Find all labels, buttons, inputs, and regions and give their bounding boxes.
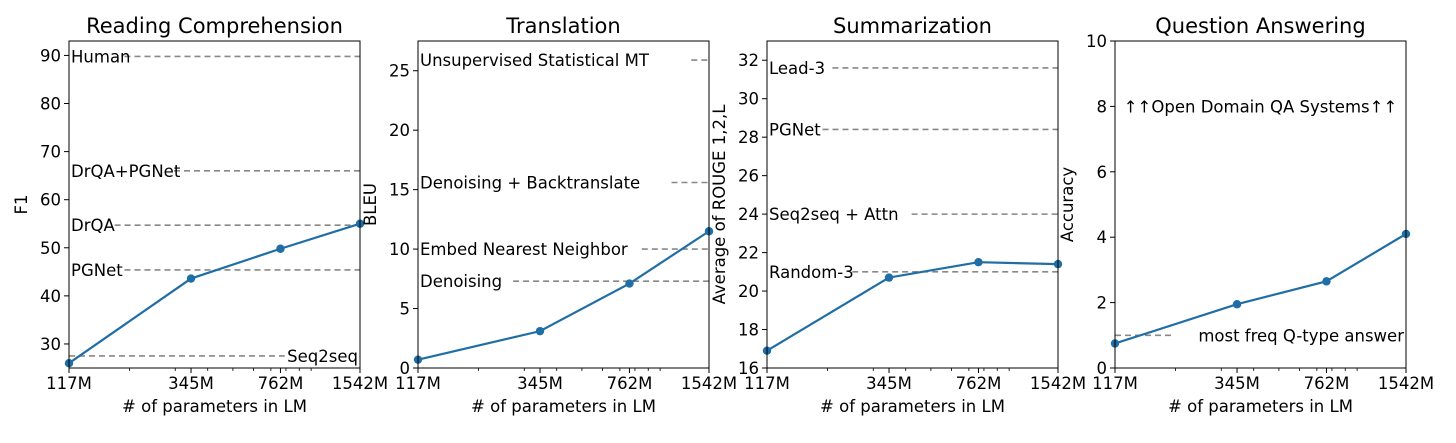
y-tick-label: 32 — [738, 51, 759, 70]
y-tick-label: 4 — [1097, 228, 1108, 247]
baseline-label: most freq Q-type answer — [1198, 326, 1404, 345]
chart-title: Summarization — [833, 14, 992, 38]
baseline-label: Denoising — [420, 272, 502, 291]
y-tick-label: 70 — [40, 143, 61, 162]
plot-frame — [766, 40, 1059, 369]
chart-panel-3: Summarization Lead-3 PGNet Seq2seq + Attn Ra… — [710, 14, 1086, 416]
y-tick-label: 0 — [400, 359, 411, 378]
baseline-label: Denoising + Backtranslate — [420, 174, 640, 193]
x-tick-label: 1542M — [332, 374, 388, 393]
series-line — [68, 222, 361, 365]
x-tick-label: 117M — [46, 374, 92, 393]
baseline-label: Embed Nearest Neighbor — [420, 240, 628, 259]
y-tick-label: 10 — [1086, 32, 1107, 51]
chart-panel-2: Translation Unsupervised Statistical MT De… — [361, 14, 737, 416]
x-tick-label: 117M — [744, 374, 790, 393]
x-tick-label: 1542M — [1378, 374, 1434, 393]
y-tick-label: 8 — [1097, 97, 1108, 116]
x-tick-label: 1542M — [1030, 374, 1086, 393]
x-tick-label: 762M — [1304, 374, 1350, 393]
data-point — [535, 326, 545, 336]
baseline-label: PGNet — [71, 261, 123, 280]
plot-frame — [1114, 40, 1407, 369]
chart-panel-1: Reading Comprehension Human DrQA+PGNet DrQA… — [12, 14, 388, 416]
y-tick-label: 30 — [40, 335, 61, 354]
x-tick-label: 345M — [517, 374, 563, 393]
y-tick-label: 24 — [738, 205, 759, 224]
y-tick-label: 20 — [738, 282, 759, 301]
x-tick-label: 345M — [866, 374, 912, 393]
plot-frame — [417, 40, 710, 369]
x-tick-label: 762M — [956, 374, 1002, 393]
y-tick-label: 90 — [40, 46, 61, 65]
x-axis-label: # of parameters in LM — [471, 397, 656, 416]
y-tick-label: 20 — [389, 121, 410, 140]
baseline-label: PGNet — [769, 120, 821, 139]
x-tick-label: 762M — [607, 374, 653, 393]
y-tick-label: 10 — [389, 240, 410, 259]
baseline-label: DrQA+PGNet — [71, 162, 181, 181]
data-point — [625, 279, 634, 288]
y-tick-label: 25 — [389, 62, 410, 81]
x-tick-label: 345M — [1214, 374, 1260, 393]
plot-frame — [68, 40, 361, 369]
baseline-label: Random-3 — [769, 263, 854, 282]
baseline-label: Lead-3 — [769, 59, 825, 78]
data-point — [884, 273, 894, 282]
chart-panel-4: Question Answering most freq Q-type answe… — [1058, 14, 1434, 416]
y-tick-label: 18 — [738, 321, 759, 340]
y-tick-label: 0 — [1097, 359, 1108, 378]
x-tick-label: 345M — [168, 374, 214, 393]
series-line — [417, 230, 710, 361]
y-tick-label: 40 — [40, 287, 61, 306]
series-line — [1114, 232, 1407, 345]
baseline-label: Unsupervised Statistical MT — [420, 51, 650, 70]
data-point — [186, 274, 196, 283]
x-tick-label: 117M — [395, 374, 441, 393]
baseline-label: Seq2seq — [287, 347, 358, 366]
x-tick-label: 117M — [1092, 374, 1138, 393]
chart-title: Reading Comprehension — [86, 14, 343, 38]
annotation-label: ↑↑Open Domain QA Systems↑↑ — [1124, 97, 1398, 116]
y-tick-label: 80 — [40, 95, 61, 114]
baseline-label: DrQA — [71, 216, 115, 235]
chart-title: Translation — [505, 14, 620, 38]
x-tick-label: 762M — [258, 374, 304, 393]
y-tick-label: 16 — [738, 359, 759, 378]
baseline-label: Seq2seq + Attn — [769, 205, 899, 224]
y-axis-label: BLEU — [361, 183, 380, 226]
data-point — [1232, 300, 1242, 309]
y-axis-label: Accuracy — [1058, 167, 1077, 243]
y-tick-label: 30 — [738, 90, 759, 109]
y-tick-label: 2 — [1097, 294, 1108, 313]
x-axis-label: # of parameters in LM — [1168, 397, 1353, 416]
baseline-label: Human — [71, 47, 131, 66]
y-tick-label: 15 — [389, 181, 410, 200]
chart-title: Question Answering — [1155, 14, 1365, 38]
y-tick-label: 6 — [1097, 163, 1108, 182]
y-tick-label: 50 — [40, 239, 61, 258]
y-axis-label: Average of ROUGE 1,2,L — [710, 104, 729, 305]
data-point — [276, 244, 285, 253]
y-tick-label: 26 — [738, 167, 759, 186]
data-point — [974, 258, 983, 267]
series-line — [766, 261, 1059, 352]
x-axis-label: # of parameters in LM — [820, 397, 1005, 416]
y-tick-label: 60 — [40, 191, 61, 210]
y-tick-label: 5 — [400, 300, 411, 319]
y-axis-label: F1 — [12, 195, 31, 215]
y-tick-label: 22 — [738, 244, 759, 263]
x-tick-label: 1542M — [681, 374, 737, 393]
data-point — [1322, 277, 1331, 286]
x-axis-label: # of parameters in LM — [122, 397, 307, 416]
y-tick-label: 28 — [738, 128, 759, 147]
